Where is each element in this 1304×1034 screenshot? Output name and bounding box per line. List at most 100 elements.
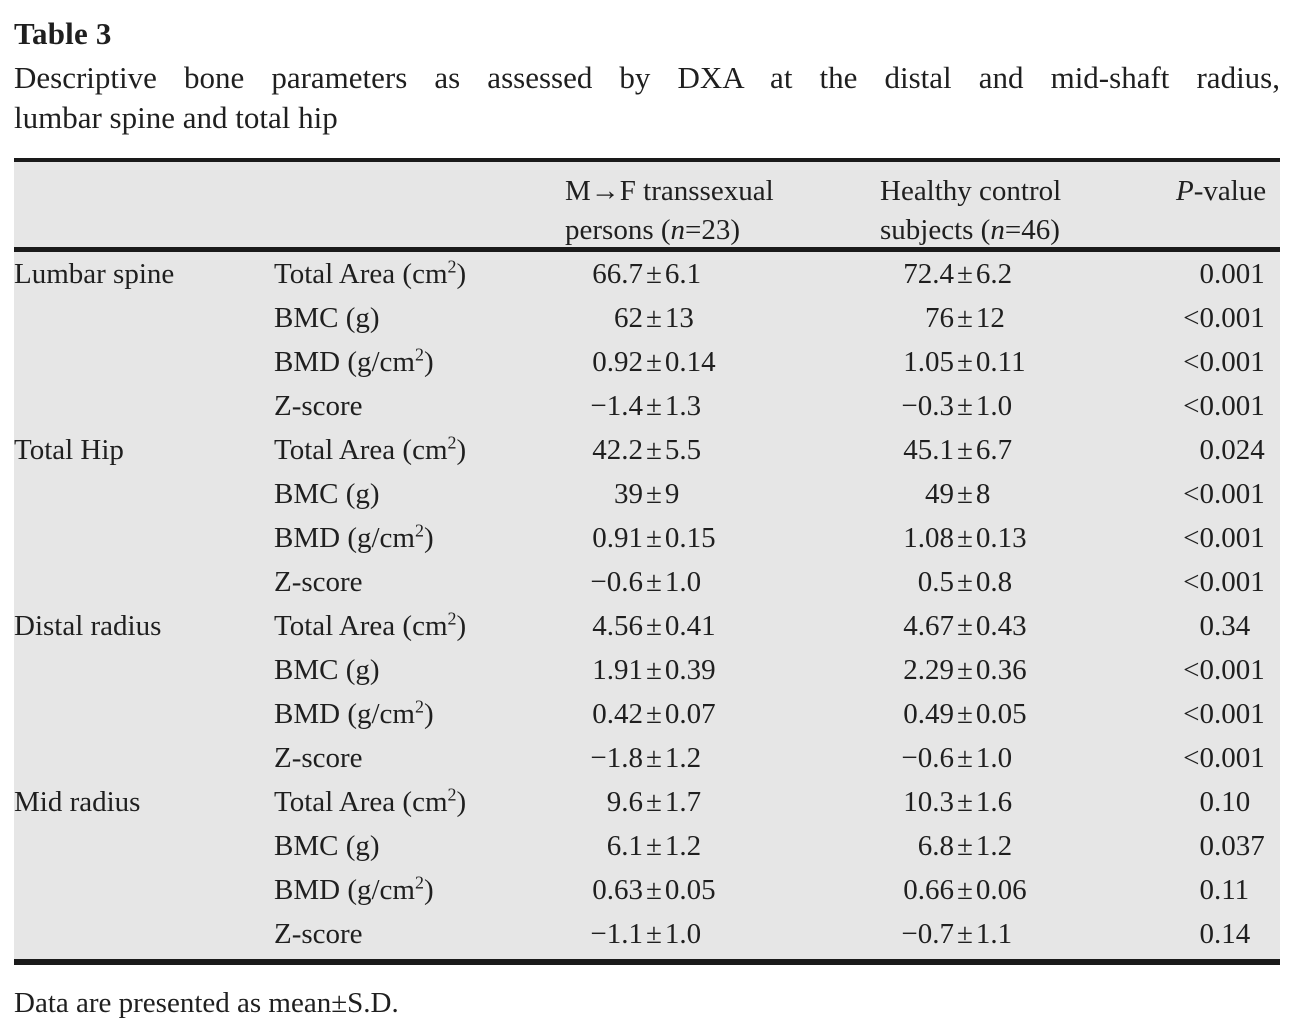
plus-minus: ± [646, 654, 662, 686]
mean-value: 9.6 [606, 786, 643, 818]
plus-minus: ± [646, 478, 662, 510]
parameter-cell: BMC (g) [274, 302, 380, 334]
sd-value: 1.7 [664, 786, 702, 818]
p-value-int: 0 [1199, 874, 1215, 906]
parameter-cell: BMC (g) [274, 478, 380, 510]
sd-value: 6.7 [975, 434, 1013, 466]
header-line: persons (n=23) [565, 214, 741, 246]
p-value-int: <0 [1183, 654, 1214, 686]
table-row: BMC (g) 6.1 ±1.2 6.8 ±1.2 0.037 [14, 824, 1280, 868]
sd-value: 0.8 [975, 566, 1013, 598]
parameter-cell: BMD (g/cm2) [274, 344, 434, 378]
mtf-value-cell: 6.1 ±1.2 [565, 824, 880, 868]
header-line: Healthy control [880, 175, 1062, 207]
mean-value: 0.49 [903, 698, 954, 730]
mean-value: 66.7 [592, 258, 643, 290]
p-value-frac: .037 [1214, 830, 1265, 862]
p-value-cell: <0.001 [1154, 340, 1280, 384]
mean-value: 42.2 [592, 434, 643, 466]
table-row: BMD (g/cm2) 0.63 ±0.05 0.66 ±0.06 0.11 [14, 868, 1280, 912]
sd-value: 6.2 [975, 258, 1013, 290]
table-row: Z-score −1.4 ±1.3 −0.3 ±1.0 <0.001 [14, 384, 1280, 428]
site-cell [14, 296, 274, 340]
bone-parameters-table: M→F transsexual persons (n=23) Healthy co… [14, 158, 1280, 965]
parameter-cell: Total Area (cm2) [274, 608, 467, 642]
header-site-column [14, 172, 274, 250]
header-parameter-column [274, 172, 565, 250]
p-value-cell: 0.10 [1154, 780, 1280, 824]
sd-value: 0.07 [664, 698, 716, 730]
mtf-value-cell: 39 ±9 [565, 472, 880, 516]
control-value-cell: −0.3 ±1.0 [880, 384, 1154, 428]
sd-value: 0.39 [664, 654, 716, 686]
mtf-value-cell: 66.7 ±6.1 [565, 252, 880, 296]
mean-value: −1.4 [590, 390, 643, 422]
table-row: Total Hip Total Area (cm2) 42.2 ±5.5 45.1 ±6.… [14, 428, 1280, 472]
header-line: M→F transsexual [565, 175, 774, 207]
site-cell [14, 824, 274, 868]
p-value-cell: 0.037 [1154, 824, 1280, 868]
plus-minus: ± [957, 478, 973, 510]
sd-value: 13 [664, 302, 694, 334]
p-value-frac: .024 [1214, 434, 1265, 466]
site-cell [14, 472, 274, 516]
table-row: Distal radius Total Area (cm2) 4.56 ±0.41 4.… [14, 604, 1280, 648]
sd-value: 0.06 [975, 874, 1027, 906]
header-control-column: Healthy control subjects (n=46) [880, 172, 1154, 250]
p-value-frac: .001 [1214, 698, 1265, 730]
sd-value: 0.43 [975, 610, 1027, 642]
table-footnote: Data are presented as mean±S.D. [14, 987, 399, 1019]
plus-minus: ± [957, 390, 973, 422]
p-value-cell: 0.11 [1154, 868, 1280, 912]
control-value-cell: 72.4 ±6.2 [880, 252, 1154, 296]
mtf-value-cell: 0.92 ±0.14 [565, 340, 880, 384]
p-value-int: <0 [1183, 478, 1214, 510]
p-value-int: 0 [1199, 786, 1215, 818]
p-value-cell: 0.001 [1154, 252, 1280, 296]
mtf-value-cell: 0.63 ±0.05 [565, 868, 880, 912]
parameter-cell: Total Area (cm2) [274, 432, 467, 466]
p-value-frac: .001 [1214, 302, 1265, 334]
p-value-int: 0 [1199, 830, 1215, 862]
mean-value: 0.5 [917, 566, 954, 598]
mean-value: 0.42 [592, 698, 643, 730]
mean-value: 0.92 [592, 346, 643, 378]
control-value-cell: 0.5 ±0.8 [880, 560, 1154, 604]
header-line: P-value [1176, 175, 1267, 207]
plus-minus: ± [957, 610, 973, 642]
sd-value: 1.3 [664, 390, 702, 422]
sd-value: 12 [975, 302, 1005, 334]
p-value-int: <0 [1183, 346, 1214, 378]
p-value-int: <0 [1183, 742, 1214, 774]
sd-value: 1.2 [975, 830, 1013, 862]
mean-value: −0.6 [590, 566, 643, 598]
plus-minus: ± [957, 302, 973, 334]
plus-minus: ± [646, 522, 662, 554]
parameter-cell: BMC (g) [274, 654, 380, 686]
mean-value: 0.63 [592, 874, 643, 906]
sd-value: 5.5 [664, 434, 702, 466]
table-caption: Descriptive bone parameters as assessed … [14, 58, 1280, 138]
table-caption-line1: Descriptive bone parameters as assessed … [14, 60, 1280, 95]
mean-value: 45.1 [903, 434, 954, 466]
sd-value: 1.2 [664, 830, 702, 862]
mean-value: 76 [925, 302, 954, 334]
sd-value: 1.2 [664, 742, 702, 774]
sd-value: 1.0 [975, 742, 1013, 774]
sd-value: 6.1 [664, 258, 702, 290]
sd-value: 0.13 [975, 522, 1027, 554]
plus-minus: ± [646, 786, 662, 818]
control-value-cell: 0.49 ±0.05 [880, 692, 1154, 736]
p-value-cell: <0.001 [1154, 560, 1280, 604]
mean-value: 72.4 [903, 258, 954, 290]
p-value-cell: <0.001 [1154, 472, 1280, 516]
control-value-cell: 4.67 ±0.43 [880, 604, 1154, 648]
plus-minus: ± [957, 918, 973, 950]
p-value-frac: .10 [1214, 786, 1251, 818]
site-cell [14, 912, 274, 956]
p-value-frac: .001 [1214, 522, 1265, 554]
table-row: Mid radius Total Area (cm2) 9.6 ±1.7 10.3 ±1.… [14, 780, 1280, 824]
control-value-cell: 1.05 ±0.11 [880, 340, 1154, 384]
p-value-cell: <0.001 [1154, 736, 1280, 780]
control-value-cell: −0.6 ±1.0 [880, 736, 1154, 780]
